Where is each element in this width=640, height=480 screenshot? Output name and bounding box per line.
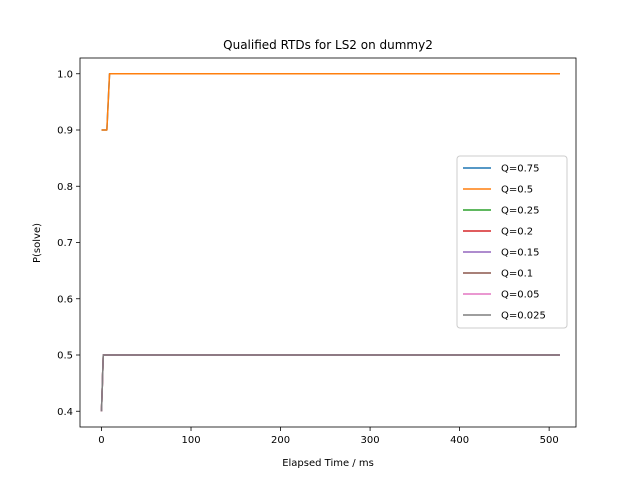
legend-label: Q=0.2	[501, 227, 533, 238]
y-tick-label: 0.7	[57, 238, 73, 249]
y-tick-label: 0.5	[57, 351, 73, 362]
x-axis-label: Elapsed Time / ms	[282, 458, 374, 469]
series-line	[100, 354, 560, 412]
legend-label: Q=0.5	[501, 185, 533, 196]
x-tick-label: 200	[271, 435, 290, 446]
legend-label: Q=0.15	[501, 248, 540, 259]
x-tick-label: 400	[450, 435, 469, 446]
series-layer	[100, 73, 560, 412]
legend-label: Q=0.25	[501, 206, 540, 217]
legend-label: Q=0.75	[501, 164, 540, 175]
legend-label: Q=0.05	[501, 290, 540, 301]
series-line	[101, 73, 560, 131]
legend-label: Q=0.025	[501, 311, 546, 322]
y-tick-label: 0.8	[57, 182, 73, 193]
x-tick-label: 0	[98, 435, 104, 446]
y-tick-label: 0.6	[57, 294, 73, 305]
legend-box	[456, 155, 568, 329]
x-tick-label: 100	[181, 435, 200, 446]
x-tick-label: 500	[540, 435, 559, 446]
y-axis-ticks: 0.4 0.5 0.6 0.7 0.8 0.9 1.0	[57, 69, 80, 418]
y-tick-label: 1.0	[57, 69, 73, 80]
y-axis-label: P(solve)	[32, 223, 43, 263]
y-tick-label: 0.4	[57, 407, 73, 418]
chart-title: Qualified RTDs for LS2 on dummy2	[223, 38, 433, 52]
x-axis-ticks: 0 100 200 300 400 500	[98, 427, 559, 446]
legend-label: Q=0.1	[501, 269, 533, 280]
legend: Q=0.75 Q=0.5 Q=0.25 Q=0.2 Q=0.15 Q=0.1 Q=0.05 Q…	[456, 155, 568, 329]
x-tick-label: 300	[361, 435, 380, 446]
y-tick-label: 0.9	[57, 126, 73, 137]
